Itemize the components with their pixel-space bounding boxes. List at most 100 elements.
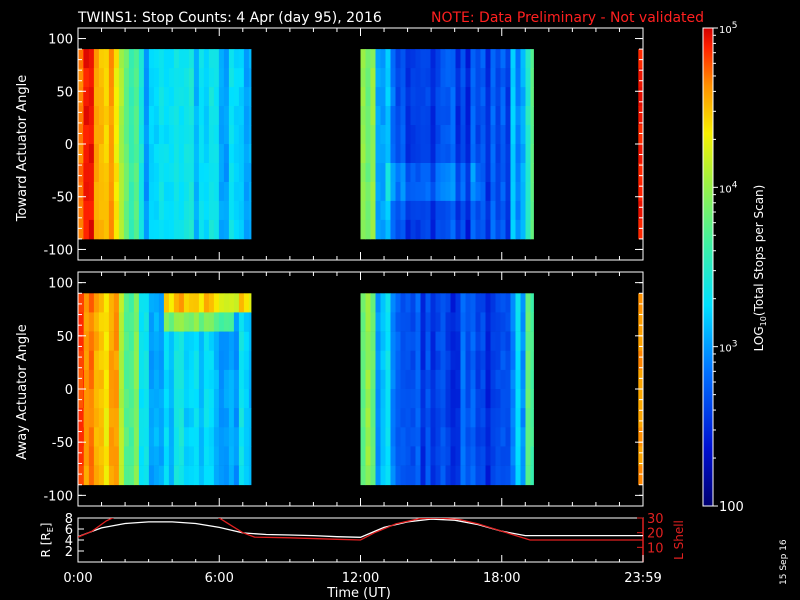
heatmap-cell [510, 182, 516, 202]
heatmap-cell [525, 219, 531, 240]
heatmap-cell [113, 106, 120, 126]
heatmap-cell [455, 350, 461, 371]
heatmap-cell [525, 106, 531, 126]
heatmap-cell [430, 408, 436, 428]
heatmap-cell [223, 144, 230, 164]
heatmap-cell [243, 200, 250, 221]
heatmap-cell [113, 465, 120, 486]
heatmap-cell [385, 49, 391, 69]
heatmap-cell [128, 446, 135, 466]
heatmap-cell [98, 446, 105, 466]
heatmap-cell [530, 49, 534, 69]
heatmap-cell [515, 312, 521, 332]
heatmap-cell [370, 87, 376, 107]
heatmap-cell [480, 389, 486, 409]
heatmap-cell [83, 312, 85, 332]
heatmap-cell [455, 446, 461, 466]
heatmap-cell [213, 350, 220, 371]
heatmap-cell [228, 87, 235, 107]
heatmap-cell [138, 49, 145, 69]
heatmap-cell [505, 389, 511, 409]
heatmap-cell [143, 106, 150, 126]
heatmap-cell [188, 163, 195, 183]
heatmap-cell [163, 369, 170, 390]
heatmap-cell [103, 49, 110, 69]
heatmap-cell [133, 312, 140, 332]
heatmap-cell [98, 87, 105, 107]
heatmap-cell [450, 427, 456, 447]
heatmap-cell [495, 125, 501, 145]
heatmap-cell [178, 350, 185, 371]
heatmap-cell [405, 408, 411, 428]
heatmap-cell [218, 49, 225, 69]
heatmap-cell [228, 331, 235, 352]
heatmap-cell [183, 87, 190, 107]
heatmap-cell [415, 350, 421, 371]
heatmap-cell [450, 87, 456, 107]
heatmap-cell [470, 446, 476, 466]
heatmap-cell [505, 125, 511, 145]
heatmap-cell [148, 312, 155, 332]
heatmap-cell [405, 87, 411, 107]
heatmap-cell [445, 408, 451, 428]
heatmap-cell [385, 219, 391, 240]
heatmap-cell [410, 408, 416, 428]
heatmap-cell [380, 465, 386, 486]
heatmap-cell [390, 312, 396, 332]
heatmap-cell [460, 465, 466, 486]
heatmap-cell [228, 219, 235, 240]
heatmap-cell [425, 125, 431, 145]
heatmap-cell [138, 125, 145, 145]
heatmap-cell [415, 68, 421, 88]
heatmap-cell [445, 350, 451, 371]
heatmap-cell [158, 182, 165, 202]
heatmap-cell [243, 106, 250, 126]
heatmap-cell [203, 106, 210, 126]
heatmap-cell [480, 106, 486, 126]
heatmap-cell [178, 312, 185, 332]
heatmap-cell [465, 427, 471, 447]
heatmap-cell [370, 465, 376, 486]
heatmap-cell [108, 465, 115, 486]
heatmap-cell [208, 49, 215, 69]
heatmap-cell [208, 182, 215, 202]
heatmap-cell [208, 369, 215, 390]
heatmap-cell [153, 49, 160, 69]
heatmap-cell [370, 369, 376, 390]
heatmap-cell [415, 293, 421, 313]
heatmap-cell [485, 200, 491, 221]
heatmap-cell [148, 465, 155, 486]
heatmap-cell [380, 350, 386, 371]
heatmap-cell [123, 369, 130, 390]
heatmap-cell [385, 331, 391, 352]
heatmap-cell [138, 389, 145, 409]
heatmap-cell [420, 446, 426, 466]
heatmap-cell [118, 427, 125, 447]
heatmap-cell [183, 465, 190, 486]
heatmap-cell [133, 144, 140, 164]
heatmap-cell [78, 408, 84, 428]
heatmap-cell [370, 331, 376, 352]
heatmap-cell [78, 331, 84, 352]
heatmap-cell [450, 182, 456, 202]
y-tick-label: -50 [52, 191, 73, 206]
heatmap-cell [400, 389, 406, 409]
heatmap-cell [123, 106, 130, 126]
heatmap-cell [638, 68, 644, 88]
heatmap-cell [450, 408, 456, 428]
heatmap-cell [228, 49, 235, 69]
heatmap-cell [410, 144, 416, 164]
heatmap-cell [153, 182, 160, 202]
heatmap-cell [395, 106, 401, 126]
heatmap-cell [465, 200, 471, 221]
heatmap-cell [188, 200, 195, 221]
heatmap-cell [405, 427, 411, 447]
heatmap-cell [450, 350, 456, 371]
heatmap-cell [223, 446, 230, 466]
heatmap-cell [248, 182, 252, 202]
heatmap-cell [390, 219, 396, 240]
heatmap-cell [248, 369, 252, 390]
heatmap-cell [143, 446, 150, 466]
heatmap-cell [495, 408, 501, 428]
heatmap-cell [515, 389, 521, 409]
